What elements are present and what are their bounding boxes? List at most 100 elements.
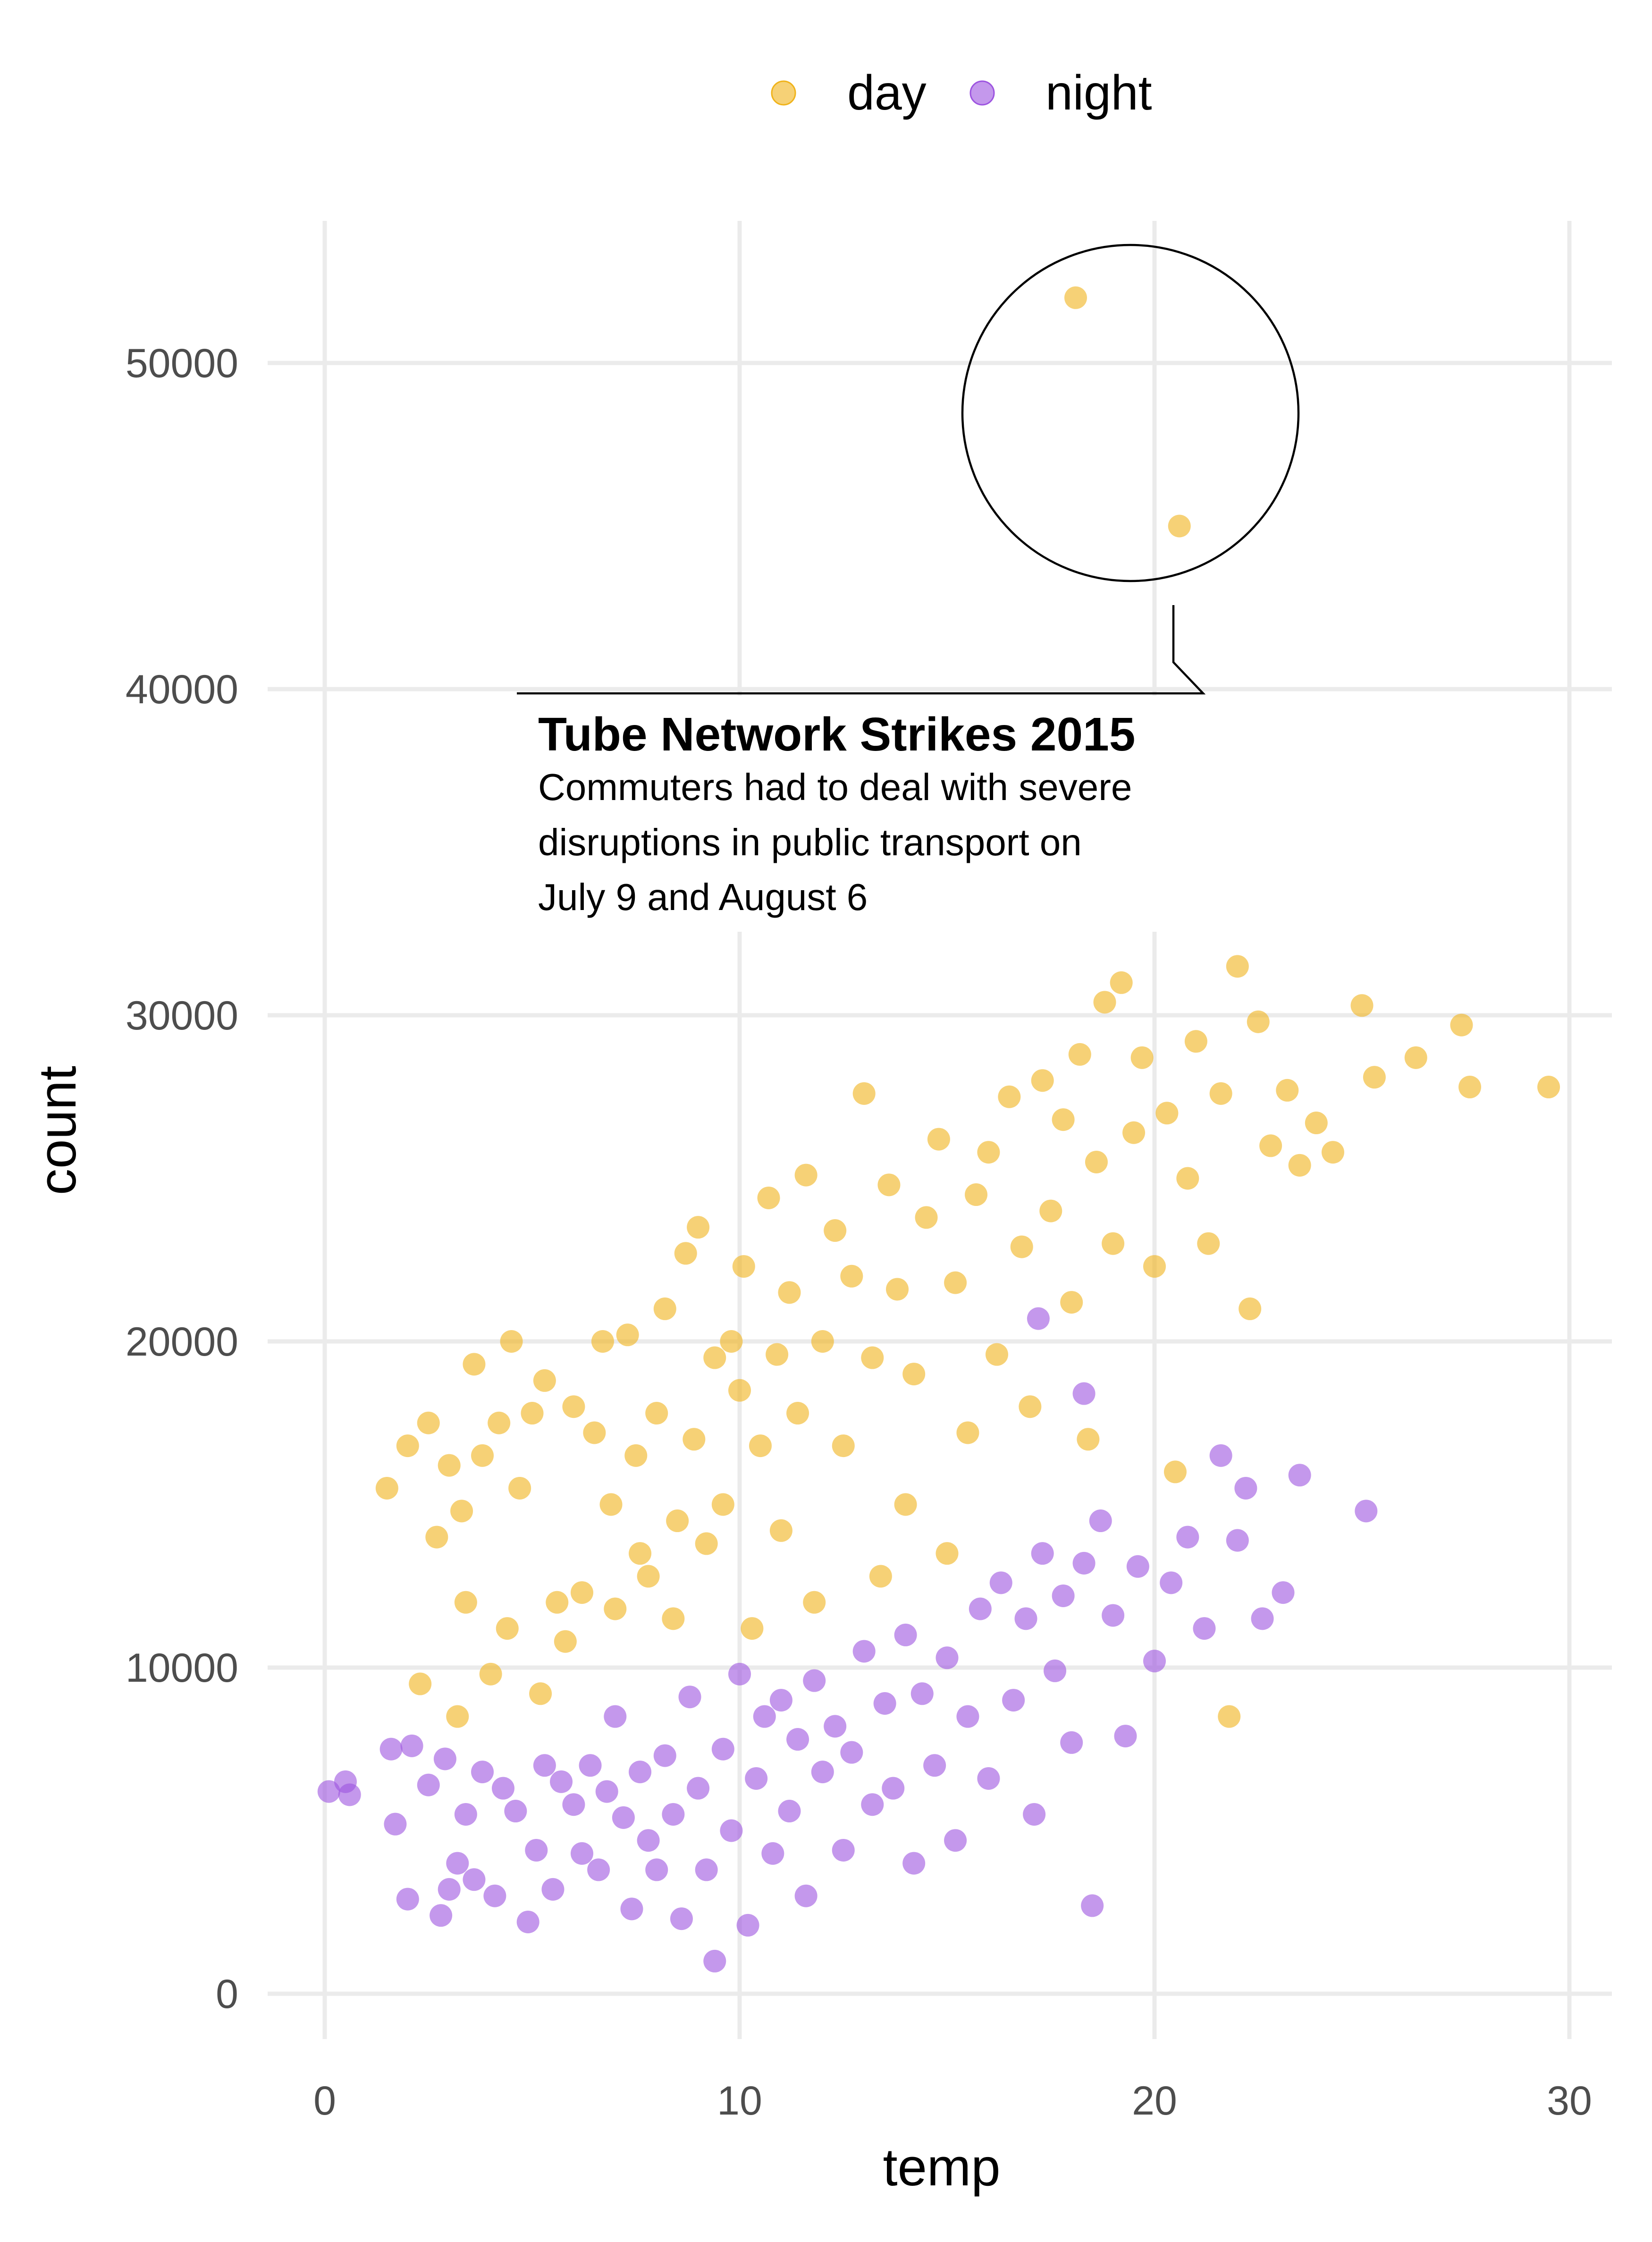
point-night [1226, 1529, 1249, 1552]
point-day [832, 1434, 855, 1458]
point-night [894, 1623, 917, 1646]
point-day [1110, 971, 1133, 994]
point-night [989, 1571, 1012, 1594]
point-day [1068, 1043, 1091, 1066]
annotation: Tube Network Strikes 2015 Commuters had … [517, 244, 1300, 932]
point-day [944, 1271, 967, 1294]
point-day [1305, 1112, 1328, 1135]
point-day [1010, 1235, 1033, 1258]
point-day [1176, 1167, 1199, 1190]
point-night [483, 1884, 506, 1907]
point-night [1126, 1555, 1149, 1578]
point-night [1060, 1731, 1083, 1754]
point-day [703, 1346, 726, 1369]
point-day [766, 1343, 789, 1366]
point-day [674, 1242, 697, 1265]
x-axis-title: temp [883, 2138, 1001, 2197]
annotation-line: Commuters had to deal with severe [538, 766, 1132, 808]
point-night [417, 1773, 440, 1796]
point-night [1002, 1689, 1025, 1712]
point-day [616, 1323, 639, 1347]
legend-key-day [771, 80, 796, 106]
point-day [1184, 1030, 1207, 1053]
point-day [1163, 1460, 1187, 1483]
point-day [521, 1402, 544, 1425]
point-day [645, 1402, 668, 1425]
point-night [570, 1842, 593, 1865]
point-night [956, 1705, 979, 1728]
point-day [1019, 1395, 1042, 1418]
point-day [583, 1421, 606, 1444]
point-night [317, 1780, 340, 1803]
point-day [562, 1395, 585, 1418]
point-night [753, 1705, 776, 1728]
point-day [769, 1519, 792, 1542]
point-night [745, 1767, 768, 1790]
point-day [533, 1369, 556, 1392]
y-tick-label: 40000 [126, 667, 238, 712]
point-night [944, 1829, 967, 1852]
point-day [1052, 1108, 1075, 1131]
point-day [653, 1297, 676, 1320]
point-day [1031, 1069, 1054, 1092]
point-day [496, 1617, 519, 1640]
point-night [936, 1646, 959, 1669]
tick-labels: 0 10 20 30 0 10000 20000 30000 40000 50000 [126, 341, 1592, 2124]
point-night [923, 1754, 946, 1777]
point-day [683, 1428, 706, 1451]
point-night [454, 1803, 477, 1826]
point-night [587, 1858, 610, 1881]
point-day [1077, 1428, 1100, 1451]
data-points [317, 286, 1560, 1972]
point-day [1226, 955, 1249, 978]
annotation-line: disruptions in public transport on [538, 821, 1082, 863]
point-night [728, 1662, 751, 1686]
point-day [861, 1346, 884, 1369]
point-day [1288, 1154, 1311, 1177]
point-night [1193, 1617, 1216, 1640]
point-day [450, 1500, 473, 1523]
point-night [882, 1777, 905, 1800]
point-day [1039, 1199, 1062, 1222]
point-day [488, 1411, 511, 1434]
point-day [1247, 1010, 1270, 1033]
point-day [529, 1682, 552, 1705]
point-day [927, 1128, 950, 1151]
point-night [720, 1819, 743, 1842]
point-day [1458, 1076, 1482, 1099]
point-night [653, 1744, 676, 1767]
point-night [396, 1888, 419, 1911]
point-day [778, 1281, 801, 1304]
point-night [1072, 1382, 1096, 1405]
point-night [400, 1734, 423, 1757]
point-night [541, 1878, 565, 1901]
point-night [1102, 1604, 1125, 1627]
point-night [840, 1741, 863, 1764]
x-tick-label: 30 [1547, 2078, 1592, 2124]
point-day [1239, 1297, 1262, 1320]
point-day [479, 1662, 502, 1686]
point-night [1176, 1526, 1199, 1549]
legend: day night [771, 66, 1152, 120]
point-day [886, 1278, 909, 1301]
point-night [761, 1842, 784, 1865]
point-day [1404, 1046, 1427, 1069]
point-night [1114, 1725, 1137, 1748]
point-night [433, 1747, 456, 1770]
point-day [965, 1183, 988, 1206]
y-tick-label: 10000 [126, 1645, 238, 1691]
point-day [803, 1591, 826, 1614]
point-day [425, 1526, 448, 1549]
point-night [794, 1884, 818, 1907]
y-tick-label: 0 [216, 1972, 238, 2017]
point-day [508, 1476, 531, 1500]
point-night [550, 1770, 573, 1793]
point-night [1143, 1650, 1166, 1673]
point-day [637, 1565, 660, 1588]
point-night [910, 1682, 934, 1705]
point-night [695, 1858, 718, 1881]
point-day [732, 1255, 755, 1278]
x-tick-label: 0 [313, 2078, 336, 2124]
point-night [811, 1761, 834, 1784]
